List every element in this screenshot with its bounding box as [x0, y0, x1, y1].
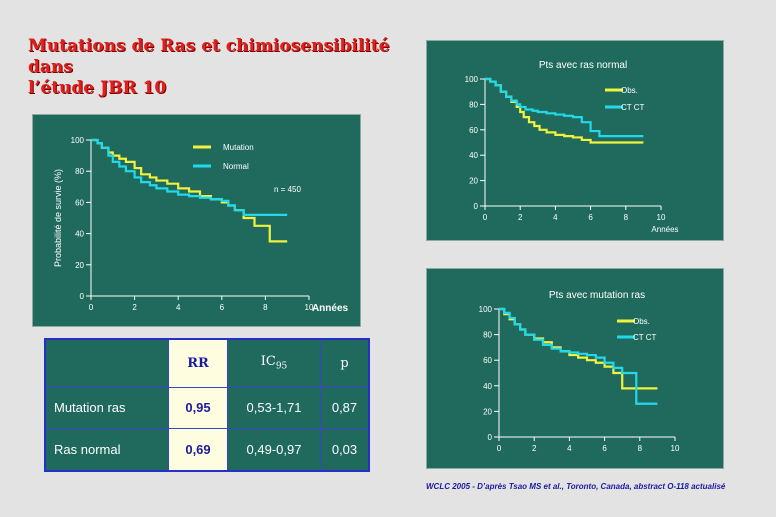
y-tick-label: 80	[469, 100, 478, 109]
table-header-ic-label: IC	[260, 354, 276, 370]
ras-normal-chart: 0 20 40 60 80 100 0 2 4 6 8 10 Obs. CT CT Pts avec ras…	[426, 40, 724, 241]
y-tick-label: 60	[75, 198, 84, 207]
y-tick-label: 0	[474, 202, 479, 211]
y-tick-label: 40	[469, 151, 478, 160]
table-cell-ic: 0,53-1,71	[227, 386, 321, 429]
x-tick-label: 6	[220, 303, 225, 312]
x-tick-label: 4	[553, 213, 558, 222]
table-cell-p: 0,03	[320, 427, 370, 472]
x-tick-label: 2	[132, 303, 137, 312]
legend-label-0: Obs.	[633, 317, 650, 326]
y-tick-label: 20	[75, 261, 84, 270]
legend-label-0: Obs.	[621, 86, 638, 95]
series-line-1	[91, 138, 288, 216]
y-tick-label: 60	[469, 126, 478, 135]
ras-normal-svg: 0 20 40 60 80 100 0 2 4 6 8 10 Obs. CT CT Pts avec ras…	[465, 60, 679, 234]
x-tick-label: 6	[588, 213, 593, 222]
table-header-rr: RR	[168, 338, 228, 388]
main-survival-svg: 0 20 40 60 80 100 0 2 4 6 8 10 Mutation Normal Années P…	[53, 136, 349, 314]
y-tick-label: 20	[483, 407, 492, 416]
table-cell-rr: 0,69	[168, 427, 228, 472]
x-tick-label: 0	[497, 444, 502, 453]
table-cell-ic: 0,49-0,97	[227, 427, 321, 472]
x-tick-label: 6	[602, 444, 607, 453]
table-cell-p: 0,87	[320, 386, 370, 429]
x-tick-label: 4	[567, 444, 572, 453]
x-axis-label: Années	[651, 225, 678, 234]
y-tick-label: 20	[469, 177, 478, 186]
legend-label-1: Normal	[223, 162, 249, 171]
table-row: Mutation ras 0,95 0,53-1,71 0,87	[44, 386, 370, 429]
y-tick-label: 0	[488, 433, 493, 442]
series-line-1	[499, 307, 658, 405]
table-header-empty	[44, 338, 169, 388]
y-tick-label: 100	[479, 305, 493, 314]
x-tick-label: 10	[657, 213, 666, 222]
y-tick-label: 0	[80, 292, 85, 301]
y-tick-label: 80	[483, 331, 492, 340]
x-tick-label: 0	[89, 303, 94, 312]
table-row-label: Mutation ras	[44, 386, 169, 429]
x-tick-label: 4	[176, 303, 181, 312]
x-tick-label: 2	[518, 213, 523, 222]
series-line-1	[485, 77, 644, 138]
x-axis-label: Années	[312, 303, 349, 314]
slide-title-line1: Mutations de Ras et chimiosensibilité da…	[28, 36, 390, 77]
table-row: Ras normal 0,69 0,49-0,97 0,03	[44, 427, 370, 472]
results-table: RR IC95 p Mutation ras 0,95 0,53-1,71 0,…	[44, 338, 370, 472]
x-tick-label: 8	[263, 303, 268, 312]
chart-annotation: n = 450	[274, 185, 301, 194]
y-axis-label: Probabilité de survie (%)	[53, 169, 63, 267]
series-line-0	[91, 138, 288, 243]
legend-label-0: Mutation	[223, 143, 254, 152]
footer-citation: WCLC 2005 - D’après Tsao MS et al., Toro…	[426, 482, 726, 491]
x-tick-label: 10	[671, 444, 680, 453]
table-cell-rr: 0,95	[168, 386, 228, 429]
y-tick-label: 80	[75, 167, 84, 176]
x-tick-label: 2	[532, 444, 537, 453]
ras-mutation-chart: 0 20 40 60 80 100 0 2 4 6 8 10 Obs. CT CT Pts avec mut…	[426, 268, 724, 469]
x-tick-label: 10	[305, 303, 314, 312]
slide-title: Mutations de Ras et chimiosensibilité da…	[28, 36, 408, 99]
chart-title: Pts avec mutation ras	[549, 290, 645, 301]
table-row-label: Ras normal	[44, 427, 169, 472]
y-tick-label: 40	[75, 230, 84, 239]
legend-label-1: CT CT	[621, 103, 645, 112]
table-header-ic-sub: 95	[275, 362, 288, 373]
y-tick-label: 100	[71, 136, 85, 145]
y-tick-label: 100	[465, 75, 479, 84]
slide-title-line2: l’étude JBR 10	[28, 78, 167, 98]
table-header-ic: IC95	[227, 338, 321, 388]
chart-title: Pts avec ras normal	[539, 60, 627, 71]
table-header-p: p	[320, 338, 370, 388]
x-tick-label: 8	[638, 444, 643, 453]
ras-mutation-svg: 0 20 40 60 80 100 0 2 4 6 8 10 Obs. CT CT Pts avec mut…	[479, 290, 680, 453]
x-tick-label: 8	[624, 213, 629, 222]
y-tick-label: 40	[483, 382, 492, 391]
main-survival-chart: 0 20 40 60 80 100 0 2 4 6 8 10 Mutation Normal Années P…	[32, 114, 361, 327]
legend-label-1: CT CT	[633, 333, 657, 342]
y-tick-label: 60	[483, 356, 492, 365]
x-tick-label: 0	[483, 213, 488, 222]
